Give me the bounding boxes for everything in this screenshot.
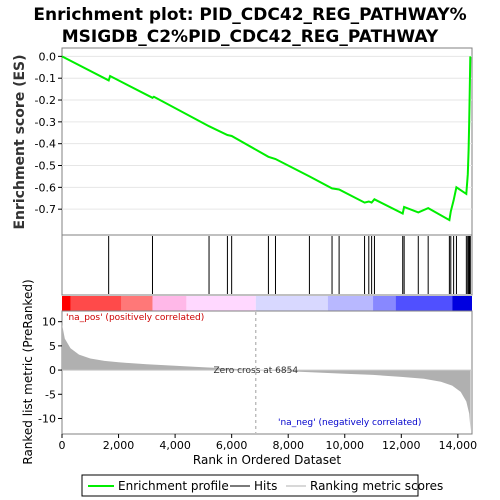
- x-axis-label: Rank in Ordered Dataset: [193, 453, 341, 467]
- heatbar-segment: [152, 296, 187, 311]
- legend-label-hits: Hits: [254, 479, 277, 493]
- es-grid: [62, 55, 472, 210]
- heatbar-segment: [373, 296, 396, 311]
- metric-y-axis-label: Ranked list metric (PreRanked): [21, 279, 35, 464]
- metric-tick-label: 10: [42, 316, 56, 329]
- legend-label-enrichment-profile: Enrichment profile: [118, 479, 229, 493]
- metric-tick-label: -10: [38, 412, 56, 425]
- es-tick-label: -0.2: [35, 94, 56, 107]
- hit-markers: [108, 236, 471, 294]
- heatbar-segment: [186, 296, 256, 311]
- rank-heatmap-bar: [62, 296, 472, 311]
- metric-y-ticks: 10 5 0 -5 -10: [38, 316, 62, 425]
- es-tick-label: -0.5: [35, 160, 56, 173]
- metric-tick-label: 5: [49, 340, 56, 353]
- es-y-axis-label: Enrichment score (ES): [12, 54, 28, 229]
- es-tick-label: 0.0: [39, 50, 57, 63]
- x-tick-label: 8,000: [272, 439, 304, 452]
- heatbar-segment: [62, 296, 71, 311]
- chart-title-line1: Enrichment plot: PID_CDC42_REG_PATHWAY%: [33, 5, 466, 25]
- x-tick-label: 6,000: [216, 439, 248, 452]
- es-panel: [61, 47, 473, 236]
- es-tick-label: -0.3: [35, 116, 56, 129]
- x-tick-label: 4,000: [159, 439, 191, 452]
- es-tick-label: -0.7: [35, 203, 56, 216]
- heatbar-segment: [452, 296, 472, 311]
- legend-label-ranking-metric: Ranking metric scores: [310, 479, 443, 493]
- metric-tick-label: -5: [45, 388, 56, 401]
- x-tick-label: 0: [59, 439, 66, 452]
- x-tick-label: 2,000: [103, 439, 135, 452]
- metric-tick-label: 0: [49, 364, 56, 377]
- x-tick-label: 10,000: [326, 439, 365, 452]
- zero-cross-label: Zero cross at 6854: [214, 366, 299, 376]
- es-tick-label: -0.1: [35, 72, 56, 85]
- ranked-metric-area: [62, 324, 472, 431]
- heatbar-segment: [121, 296, 153, 311]
- heatbar-segment: [395, 296, 453, 311]
- x-axis-ticks: 0 2,000 4,000 6,000 8,000 10,000 12,000 14,000: [59, 434, 478, 452]
- es-tick-label: -0.6: [35, 181, 56, 194]
- heatbar-segment: [255, 296, 328, 311]
- heatbar-segment: [327, 296, 374, 311]
- heatbar-segment: [70, 296, 122, 311]
- x-tick-label: 14,000: [439, 439, 478, 452]
- hits-panel: [61, 234, 473, 296]
- es-tick-label: -0.4: [35, 138, 56, 151]
- pos-label: 'na_pos' (positively correlated): [66, 313, 204, 323]
- x-tick-label: 12,000: [382, 439, 421, 452]
- es-y-ticks: 0.0 -0.1 -0.2 -0.3 -0.4 -0.5 -0.6 -0.7: [35, 50, 62, 216]
- legend: Enrichment profile Hits Ranking metric s…: [81, 474, 443, 497]
- chart-title-line2: MSIGDB_C2%PID_CDC42_REG_PATHWAY: [62, 27, 439, 47]
- enrichment-profile-line: [61, 55, 472, 222]
- neg-label: 'na_neg' (negatively correlated): [278, 418, 421, 428]
